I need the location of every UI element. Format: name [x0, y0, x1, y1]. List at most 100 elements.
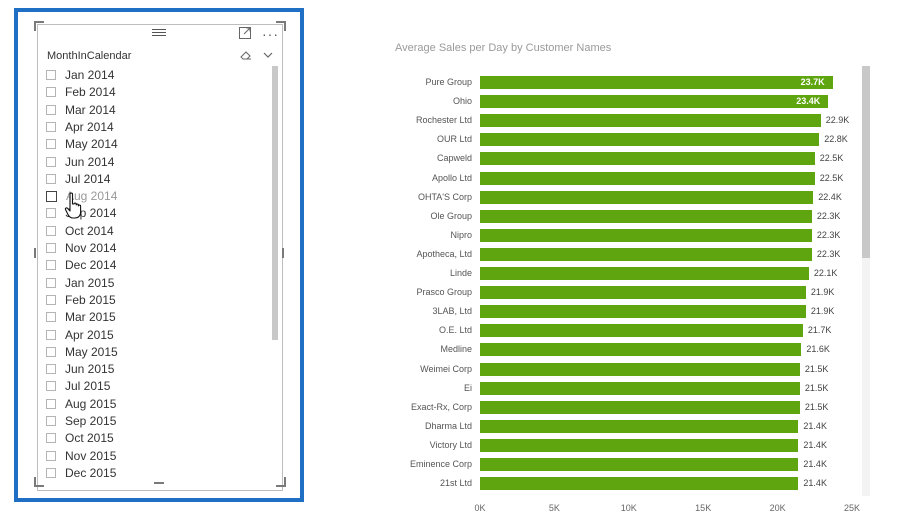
data-label: 22.3K	[816, 210, 841, 221]
slicer-item-checkbox[interactable]	[46, 121, 56, 132]
slicer-item[interactable]: May 2015	[46, 344, 246, 360]
slicer-item[interactable]: Jan 2015	[46, 275, 246, 291]
slicer-item[interactable]: May 2014	[46, 136, 246, 152]
slicer-item-checkbox[interactable]	[46, 294, 56, 305]
resize-corner-top-right[interactable]	[276, 21, 286, 31]
data-label: 22.3K	[816, 248, 841, 259]
slicer-item-checkbox[interactable]	[46, 225, 56, 236]
slicer-item[interactable]: Jul 2014	[46, 171, 246, 187]
bar[interactable]	[480, 114, 821, 128]
bar[interactable]	[480, 190, 814, 204]
resize-handle-bottom[interactable]	[154, 482, 164, 484]
slicer-item[interactable]: Sep 2015	[46, 413, 246, 429]
bar[interactable]	[480, 209, 812, 223]
hand-cursor-icon	[64, 192, 82, 219]
bar[interactable]	[480, 477, 799, 491]
slicer-item[interactable]: Jun 2015	[46, 361, 246, 377]
chart-scrollbar[interactable]	[862, 66, 870, 258]
slicer-item-checkbox[interactable]	[46, 467, 56, 478]
slicer-item-checkbox[interactable]	[46, 70, 56, 80]
slicer-item-checkbox[interactable]	[46, 87, 56, 98]
bar[interactable]	[480, 267, 809, 280]
slicer-item-checkbox[interactable]	[46, 156, 56, 167]
drag-grip-icon[interactable]	[152, 29, 166, 37]
chevron-down-icon[interactable]	[262, 50, 274, 60]
resize-corner-bottom-right[interactable]	[276, 477, 286, 487]
resize-handle-right[interactable]	[282, 248, 284, 258]
data-label: 21.4K	[803, 459, 827, 469]
slicer-item-label: Oct 2014	[65, 223, 114, 238]
bar[interactable]	[480, 171, 815, 185]
eraser-icon[interactable]	[239, 49, 253, 61]
slicer-item-checkbox[interactable]	[46, 450, 56, 461]
slicer-item[interactable]: Aug 2015	[46, 396, 246, 412]
category-label: Linde	[449, 268, 472, 278]
slicer-item[interactable]: Dec 2014	[46, 257, 246, 273]
slicer-item-label: Feb 2014	[65, 85, 116, 100]
slicer-item-label: Apr 2014	[65, 119, 114, 134]
bar[interactable]	[480, 95, 829, 109]
focus-mode-icon[interactable]	[239, 27, 251, 39]
slicer-item-checkbox[interactable]	[46, 173, 56, 184]
slicer-item[interactable]: Mar 2014	[46, 102, 246, 118]
chart-title: Average Sales per Day by Customer Names	[395, 42, 612, 54]
resize-corner-top-left[interactable]	[34, 21, 44, 31]
slicer-item-checkbox[interactable]	[46, 208, 56, 219]
slicer-item-checkbox[interactable]	[46, 190, 57, 202]
slicer-item-checkbox[interactable]	[46, 139, 56, 150]
bar[interactable]	[480, 324, 803, 338]
bar[interactable]	[480, 228, 812, 242]
slicer-item[interactable]: Oct 2015	[46, 430, 246, 446]
bar[interactable]	[480, 381, 800, 395]
slicer-item[interactable]: Jul 2015	[46, 378, 246, 394]
bar[interactable]	[480, 438, 799, 452]
slicer-item-checkbox[interactable]	[46, 104, 56, 115]
slicer-item[interactable]: Feb 2014	[46, 84, 246, 100]
bar[interactable]	[480, 305, 806, 319]
slicer-item[interactable]: Nov 2014	[46, 240, 246, 256]
slicer-item-checkbox[interactable]	[46, 346, 56, 357]
bar[interactable]	[480, 419, 799, 433]
slicer-item[interactable]: Aug 2014	[46, 188, 246, 204]
data-label: 21.4K	[803, 439, 827, 450]
data-label: 22.9K	[825, 115, 850, 126]
bar[interactable]	[480, 286, 806, 300]
bar[interactable]	[480, 76, 833, 89]
bar[interactable]	[480, 458, 799, 471]
slicer-item-checkbox[interactable]	[46, 416, 56, 426]
bar[interactable]	[480, 400, 800, 414]
slicer-item[interactable]: Feb 2015	[46, 292, 246, 308]
category-label: Ohio	[452, 96, 472, 107]
slicer-item-checkbox[interactable]	[46, 329, 56, 340]
bar[interactable]	[480, 362, 800, 376]
slicer-item-checkbox[interactable]	[46, 381, 56, 392]
slicer-scrollbar[interactable]	[272, 66, 278, 340]
bar[interactable]	[480, 247, 812, 261]
slicer-item-checkbox[interactable]	[46, 433, 56, 444]
chart-scroll-track[interactable]	[862, 66, 870, 496]
slicer-item-checkbox[interactable]	[46, 364, 56, 375]
data-label: 21.4K	[803, 420, 827, 431]
resize-handle-left[interactable]	[34, 248, 36, 258]
slicer-item-checkbox[interactable]	[46, 398, 56, 409]
resize-corner-bottom-left[interactable]	[34, 477, 44, 487]
slicer-item[interactable]: Jan 2014	[46, 67, 246, 83]
bar[interactable]	[480, 133, 820, 147]
slicer-item[interactable]: Apr 2015	[46, 327, 246, 343]
slicer-item-checkbox[interactable]	[46, 243, 56, 253]
bar[interactable]	[480, 152, 815, 166]
slicer-item[interactable]: Nov 2015	[46, 448, 246, 464]
slicer-item[interactable]: Oct 2014	[46, 223, 246, 239]
slicer-item-checkbox[interactable]	[46, 312, 56, 323]
data-label: 22.8K	[824, 134, 848, 145]
slicer-item[interactable]: Jun 2014	[46, 154, 246, 170]
more-options-icon[interactable]: ···	[262, 26, 279, 42]
slicer-item[interactable]: Dec 2015	[46, 465, 246, 481]
slicer-visual[interactable]	[37, 24, 283, 491]
category-label: Apollo Ltd	[431, 172, 472, 183]
slicer-item[interactable]: Mar 2015	[46, 309, 246, 325]
slicer-item-checkbox[interactable]	[46, 277, 56, 288]
bar[interactable]	[480, 343, 802, 357]
slicer-item[interactable]: Apr 2014	[46, 119, 246, 135]
slicer-item-checkbox[interactable]	[46, 260, 56, 271]
